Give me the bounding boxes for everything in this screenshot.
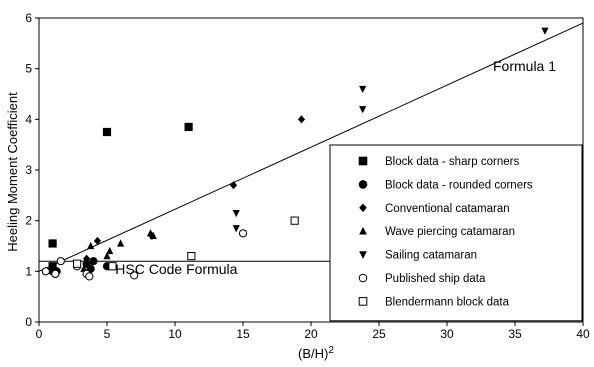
point-series-2-4 xyxy=(297,115,306,124)
series-6 xyxy=(72,216,299,271)
point-series-2-3 xyxy=(229,181,238,190)
legend-label-6: Blendermann block data xyxy=(385,296,510,308)
axes: 0 5 10 15 20 25 30 35 40 0 1 2 3 4 5 6 xyxy=(25,11,590,341)
legend: Block data - sharp corners Block data - r… xyxy=(329,144,583,322)
point-series-3-3 xyxy=(106,246,114,255)
point-series-5-0 xyxy=(41,267,50,276)
point-series-4-0 xyxy=(232,209,240,218)
legend-marker-2 xyxy=(359,203,367,213)
legend-marker-3 xyxy=(359,226,367,235)
y-tick-label-2: 2 xyxy=(25,214,32,228)
x-tick-label-30: 30 xyxy=(440,327,454,341)
legend-label-4: Sailing catamaran xyxy=(385,250,477,262)
point-series-5-5 xyxy=(85,272,94,281)
x-tick-label-0: 0 xyxy=(36,327,43,341)
data-points xyxy=(41,27,549,281)
point-series-0-0 xyxy=(48,239,57,248)
point-series-1-6 xyxy=(89,257,98,266)
annotation-hsc-code-formula: HSC Code Formula xyxy=(115,261,237,277)
point-series-4-1 xyxy=(232,225,240,233)
point-series-6-0 xyxy=(72,259,82,268)
legend-marker-4 xyxy=(359,251,367,259)
legend-label-5: Published ship data xyxy=(385,273,486,285)
point-series-3-1 xyxy=(87,241,95,250)
point-series-3-6 xyxy=(149,231,157,239)
legend-marker-0 xyxy=(358,156,368,166)
legend-marker-5 xyxy=(358,273,368,283)
x-tick-label-15: 15 xyxy=(236,327,250,341)
point-series-2-1 xyxy=(93,236,102,246)
point-series-5-7 xyxy=(238,229,248,238)
point-series-6-1 xyxy=(108,262,117,271)
x-tick-label-20: 20 xyxy=(304,327,318,341)
point-series-3-2 xyxy=(103,252,111,260)
point-series-6-3 xyxy=(290,216,299,225)
point-series-2-0 xyxy=(83,254,91,263)
legend-label-3: Wave piercing catamaran xyxy=(385,226,515,238)
point-series-0-3 xyxy=(184,122,193,132)
y-axis-title: Heeling Moment Coefficient xyxy=(5,92,20,252)
x-tick-label-40: 40 xyxy=(576,327,590,341)
point-series-5-2 xyxy=(56,257,65,266)
x-tick-label-35: 35 xyxy=(508,327,522,341)
legend-label-1: Block data - rounded corners xyxy=(385,179,533,191)
point-series-6-2 xyxy=(187,252,196,261)
point-series-4-4 xyxy=(541,27,549,35)
annotations: Formula 1 HSC Code Formula xyxy=(115,58,556,277)
series-4 xyxy=(232,27,549,233)
line-formula-1 xyxy=(38,22,584,272)
x-tick-label-5: 5 xyxy=(104,327,111,341)
point-series-3-4 xyxy=(117,239,125,247)
legend-label-0: Block data - sharp corners xyxy=(385,156,519,168)
x-tick-label-25: 25 xyxy=(372,327,386,341)
point-series-4-2 xyxy=(359,85,367,94)
y-tick-label-5: 5 xyxy=(25,62,32,76)
point-series-5-1 xyxy=(51,269,60,278)
y-tick-label-3: 3 xyxy=(25,163,32,177)
y-tick-label-1: 1 xyxy=(25,264,32,278)
legend-marker-1 xyxy=(358,180,368,189)
x-tick-label-10: 10 xyxy=(168,327,182,341)
series-0 xyxy=(48,122,193,271)
y-tick-label-4: 4 xyxy=(25,112,32,126)
series-2 xyxy=(83,115,306,263)
point-series-4-3 xyxy=(359,106,367,114)
x-axis-title: (B/H)2 xyxy=(298,345,334,361)
annotation-formula-1: Formula 1 xyxy=(493,58,556,74)
legend-box xyxy=(329,144,583,322)
y-tick-label-0: 0 xyxy=(25,315,32,329)
point-series-5-6 xyxy=(130,271,139,280)
y-tick-label-6: 6 xyxy=(25,11,32,25)
legend-marker-6 xyxy=(358,297,368,306)
legend-label-2: Conventional catamaran xyxy=(385,203,510,215)
point-series-0-2 xyxy=(102,127,112,137)
